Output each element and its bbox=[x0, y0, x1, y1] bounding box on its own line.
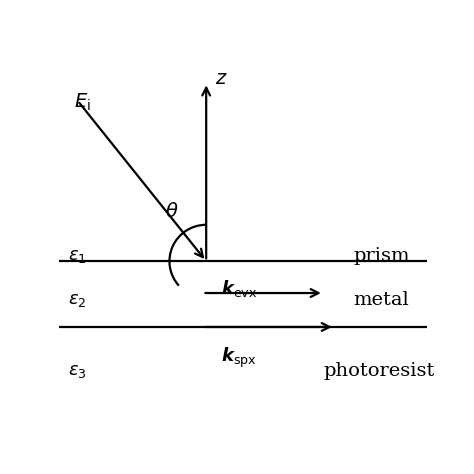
Text: $z$: $z$ bbox=[215, 69, 228, 88]
Text: $\varepsilon_2$: $\varepsilon_2$ bbox=[68, 291, 87, 309]
Text: prism: prism bbox=[353, 247, 410, 265]
Text: $E_\mathrm{i}$: $E_\mathrm{i}$ bbox=[74, 92, 91, 113]
Text: $\varepsilon_1$: $\varepsilon_1$ bbox=[68, 247, 87, 265]
Text: $\boldsymbol{k}_\mathrm{evx}$: $\boldsymbol{k}_\mathrm{evx}$ bbox=[221, 278, 257, 299]
Text: $\boldsymbol{k}_\mathrm{spx}$: $\boldsymbol{k}_\mathrm{spx}$ bbox=[221, 346, 256, 370]
Text: $\theta$: $\theta$ bbox=[164, 202, 178, 221]
Text: $\varepsilon_3$: $\varepsilon_3$ bbox=[68, 362, 87, 380]
Text: photoresist: photoresist bbox=[324, 362, 435, 380]
Text: metal: metal bbox=[353, 291, 409, 309]
